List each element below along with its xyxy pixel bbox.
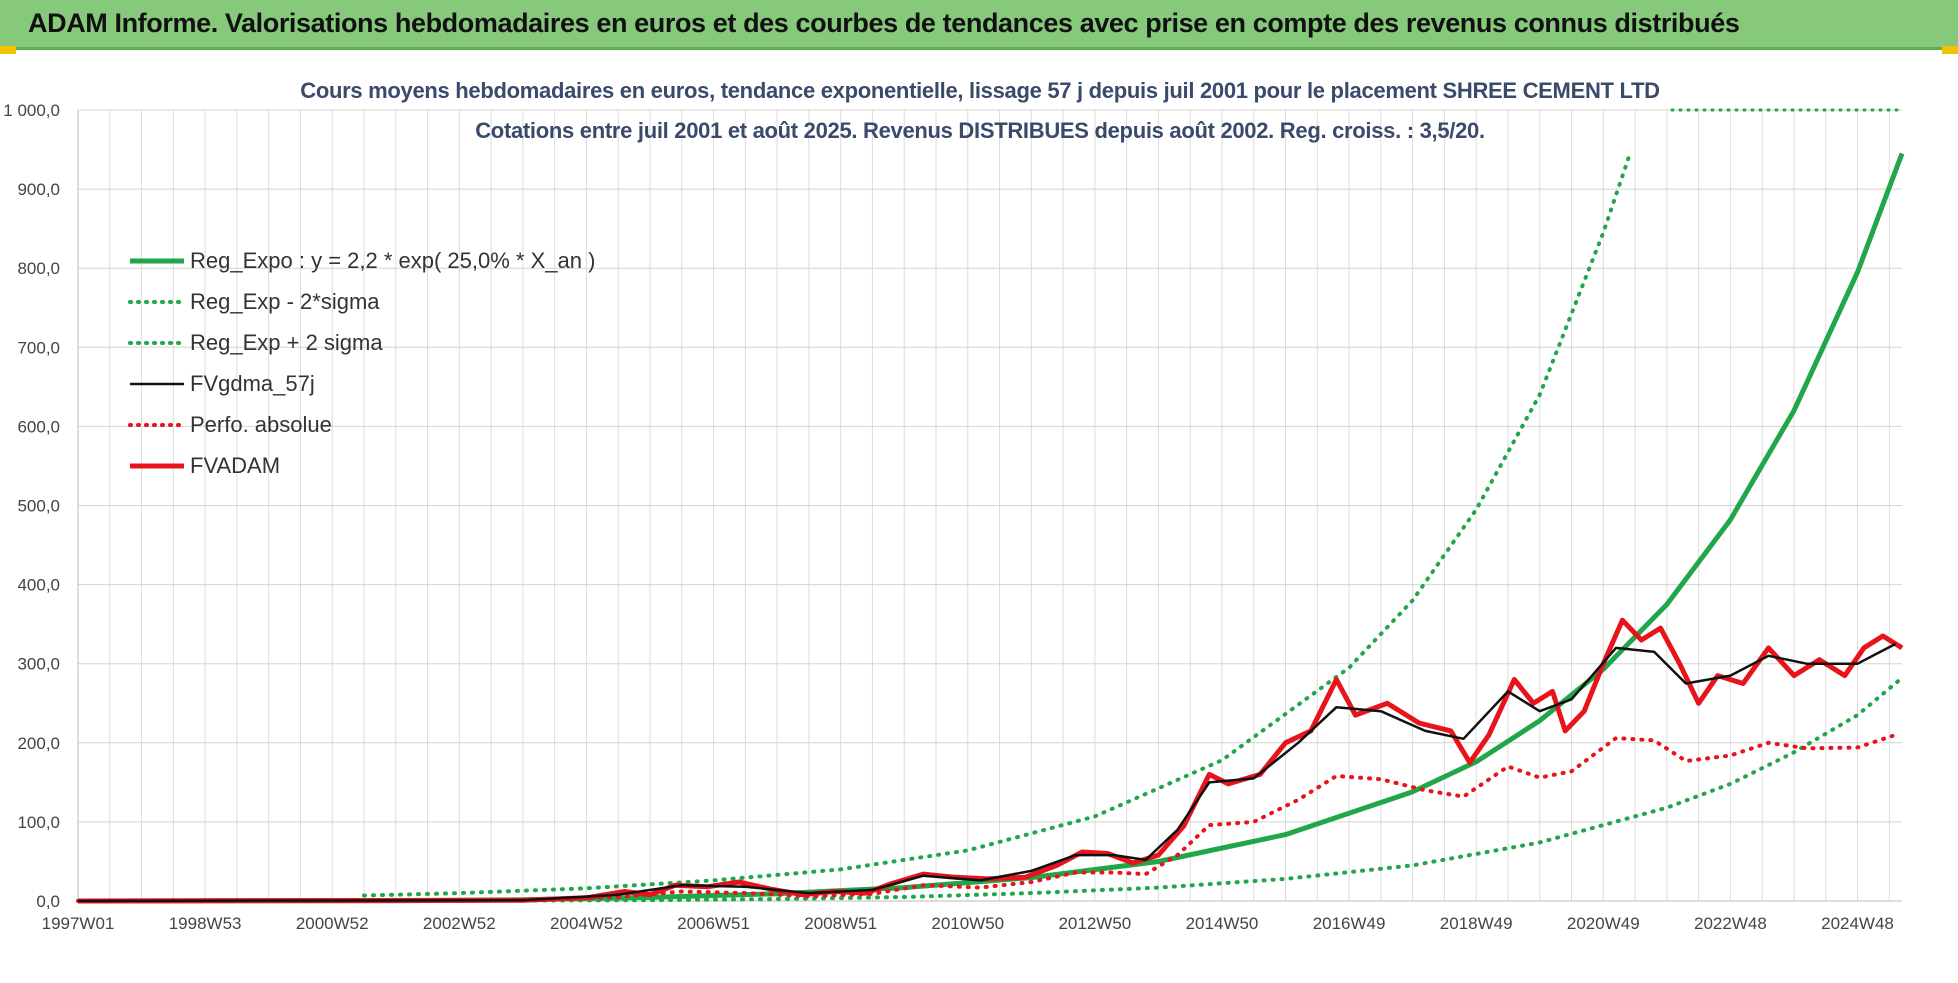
x-tick-label: 1997W01 [42,914,115,933]
series-line-1 [362,675,1904,903]
y-tick-label: 1 000,0 [3,101,60,120]
y-tick-label: 500,0 [17,497,60,516]
header-banner: ADAM Informe. Valorisations hebdomadaire… [0,0,1958,50]
x-tick-label: 2022W48 [1694,914,1767,933]
x-tick-label: 2004W52 [550,914,623,933]
series-line-4 [76,732,1898,903]
x-tick-label: 2010W50 [931,914,1004,933]
legend-swatch [130,463,184,468]
chart-legend: Reg_Expo : y = 2,2 * exp( 25,0% * X_an )… [128,240,595,486]
legend-swatch [128,299,186,304]
y-tick-label: 0,0 [36,892,60,911]
x-tick-label: 2006W51 [677,914,750,933]
x-tick-label: 2018W49 [1440,914,1513,933]
legend-swatch [130,258,184,263]
y-tick-label: 900,0 [17,180,60,199]
corner-marker-right [1942,46,1958,54]
y-tick-label: 700,0 [17,338,60,357]
legend-swatch [128,422,186,427]
x-tick-label: 2000W52 [296,914,369,933]
x-tick-label: 2012W50 [1058,914,1131,933]
x-tick-label: 2002W52 [423,914,496,933]
legend-item: FVADAM [128,445,595,486]
y-tick-label: 200,0 [17,734,60,753]
corner-marker-left [0,46,16,54]
chart-area: 0,0 100,0 200,0 300,0 400,0 500,0 600,0 700,0 80… [0,50,1958,978]
legend-item: Reg_Exp + 2 sigma [128,322,595,363]
chart-title-line2: Cotations entre juil 2001 et août 2025. … [475,118,1485,143]
legend-label: Perfo. absolue [190,411,332,437]
y-tick-label: 300,0 [17,655,60,674]
y-tick-label: 400,0 [17,576,60,595]
legend-label: FVADAM [190,452,281,478]
legend-item: FVgdma_57j [128,363,595,404]
x-tick-label: 2014W50 [1186,914,1259,933]
chart-title-line1: Cours moyens hebdomadaires en euros, ten… [300,78,1660,103]
legend-item: Reg_Expo : y = 2,2 * exp( 25,0% * X_an ) [128,240,595,281]
x-tick-label: 2024W48 [1821,914,1894,933]
legend-item: Perfo. absolue [128,404,595,445]
x-tick-label: 1998W53 [169,914,242,933]
line-chart: 0,0 100,0 200,0 300,0 400,0 500,0 600,0 700,0 80… [3,101,1905,933]
header-title: ADAM Informe. Valorisations hebdomadaire… [28,8,1740,38]
series-line-2 [362,155,1631,898]
legend-label: Reg_Exp - 2*sigma [190,288,380,314]
y-tick-label: 100,0 [17,813,60,832]
legend-swatch [128,340,186,345]
y-tick-label: 600,0 [17,417,60,436]
legend-swatch [130,382,184,385]
x-tick-label: 2016W49 [1313,914,1386,933]
legend-label: FVgdma_57j [190,370,315,396]
series-line-3 [77,642,1897,903]
series-line-5 [77,617,1904,904]
x-tick-label: 2008W51 [804,914,877,933]
y-tick-label: 800,0 [17,259,60,278]
legend-label: Reg_Expo : y = 2,2 * exp( 25,0% * X_an ) [190,247,596,273]
legend-item: Reg_Exp - 2*sigma [128,281,595,322]
legend-label: Reg_Exp + 2 sigma [190,329,383,355]
x-tick-label: 2020W49 [1567,914,1640,933]
